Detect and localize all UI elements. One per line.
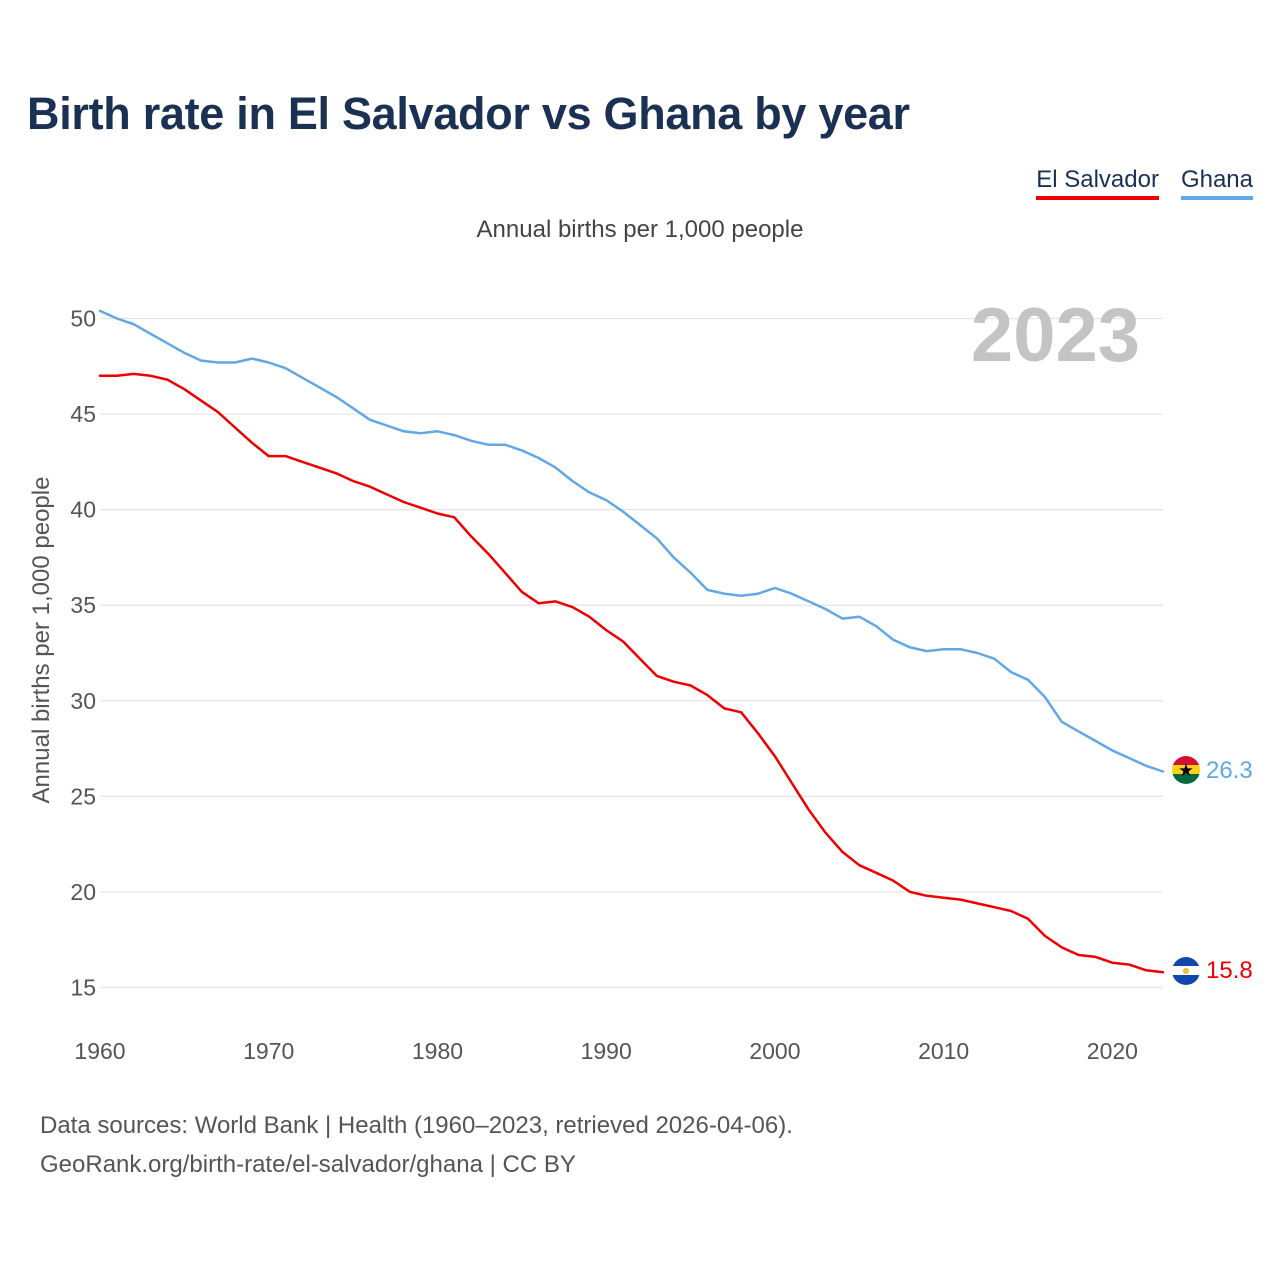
legend: El Salvador Ghana [1036,166,1253,200]
source-line-1: Data sources: World Bank | Health (1960–… [40,1112,793,1139]
x-axis-ticks: 1960 1970 1980 1990 2000 2010 2020 [74,1038,1138,1064]
x-tick-1980: 1980 [412,1038,463,1064]
y-tick-45: 45 [70,401,96,427]
el-salvador-end-value: 15.8 [1206,957,1253,984]
x-tick-2000: 2000 [749,1038,800,1064]
y-axis-ticks: 15 20 25 30 35 40 45 50 [70,306,96,1001]
y-tick-30: 30 [70,688,96,714]
legend-item-el-salvador[interactable]: El Salvador [1036,166,1159,200]
y-tick-50: 50 [70,306,96,332]
chart-title: Birth rate in El Salvador vs Ghana by ye… [27,88,910,139]
grid [100,317,1163,989]
x-tick-1970: 1970 [243,1038,294,1064]
x-tick-1990: 1990 [581,1038,632,1064]
ghana-flag-icon [1172,756,1200,784]
legend-item-ghana[interactable]: Ghana [1180,166,1253,200]
el-salvador-flag-icon [1172,957,1200,985]
y-tick-40: 40 [70,497,96,523]
series-line-el-salvador [98,372,1165,974]
x-tick-2010: 2010 [918,1038,969,1064]
x-tick-1960: 1960 [74,1038,125,1064]
source-note: Data sources: World Bank | Health (1960–… [40,1106,793,1184]
series-lines [98,309,1165,974]
y-tick-15: 15 [70,975,96,1001]
x-tick-2020: 2020 [1087,1038,1138,1064]
chart-subtitle: Annual births per 1,000 people [476,216,804,243]
year-stamp: 2023 [970,293,1140,378]
y-tick-20: 20 [70,879,96,905]
ghana-end-value: 26.3 [1206,757,1253,784]
source-line-2: GeoRank.org/birth-rate/el-salvador/ghana… [40,1151,576,1178]
y-tick-35: 35 [70,592,96,618]
y-tick-25: 25 [70,783,96,809]
series-line-ghana [98,309,1165,773]
